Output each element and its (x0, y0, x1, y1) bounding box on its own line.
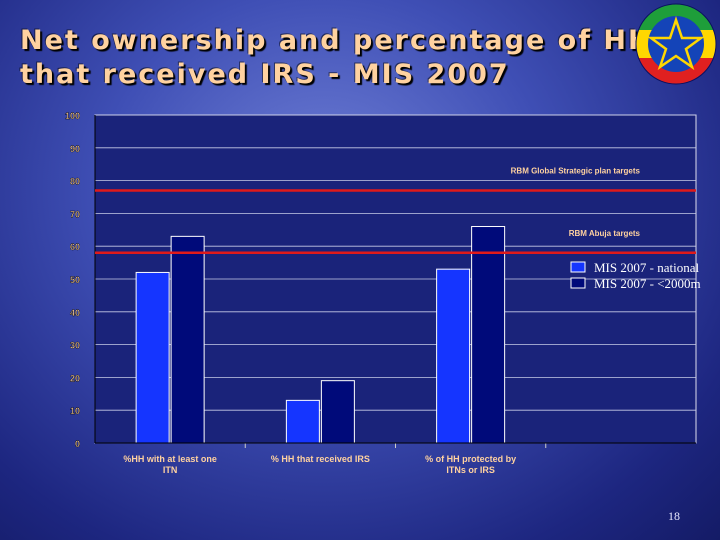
y-tick-label: 90 (70, 144, 80, 154)
reference-line-label: RBM Abuja targets (569, 229, 641, 238)
legend-label: MIS 2007 - <2000m (594, 276, 701, 291)
y-tick-label: 70 (70, 209, 80, 219)
y-tick-label: 20 (70, 373, 80, 383)
bar (170, 235, 205, 444)
bar (320, 380, 355, 444)
bar (135, 271, 170, 444)
slide-title: Net ownership and percentage of HH that … (20, 24, 660, 92)
y-tick-label: 30 (70, 341, 80, 351)
y-tick-label: 10 (70, 406, 80, 416)
x-category-label: % of HH protected by ITNs or IRS (425, 454, 516, 475)
title-line-1: Net ownership and percentage of HH (20, 25, 653, 56)
title-line-2: that received IRS - MIS 2007 (20, 59, 510, 90)
y-tick-label: 40 (70, 308, 80, 318)
x-category-label: %HH with at least one ITN (123, 454, 217, 475)
y-tick-label: 60 (70, 242, 80, 252)
flag-emblem-icon (635, 3, 717, 85)
legend-label: MIS 2007 - national (594, 260, 699, 275)
page-number: 18 (668, 509, 680, 523)
y-tick-label: 50 (70, 275, 80, 285)
y-tick-label: 100 (65, 111, 80, 121)
bar (436, 268, 471, 444)
reference-line-label: RBM Global Strategic plan targets (511, 166, 641, 175)
y-tick-label: 80 (70, 177, 80, 187)
bar (285, 399, 320, 444)
x-category-label: % HH that received IRS (271, 454, 370, 464)
y-tick-label: 0 (75, 439, 80, 449)
bar (471, 226, 506, 444)
legend-swatch (570, 277, 586, 289)
legend-swatch (570, 261, 586, 273)
